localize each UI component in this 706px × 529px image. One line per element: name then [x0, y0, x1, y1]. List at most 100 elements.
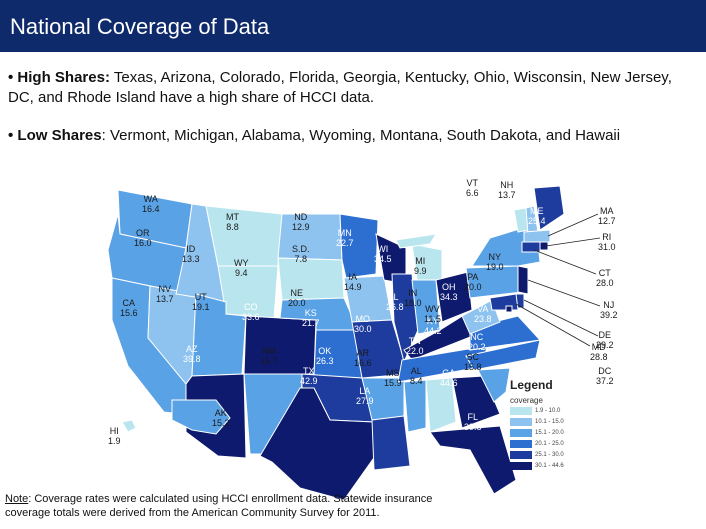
state-value: 16.6 [354, 358, 372, 368]
state-value: 15.9 [384, 378, 402, 388]
state-label-ct: CT 28.0 [596, 268, 614, 288]
state-label-tn: TN 22.0 [406, 336, 424, 356]
state-abbr: MS [386, 368, 400, 378]
state-shape-mt [205, 205, 283, 267]
legend-range-label: 30.1 - 44.6 [535, 463, 564, 469]
state-label-fl: FL 39.8 [464, 412, 482, 432]
legend-swatch [510, 407, 532, 415]
leader-line [533, 249, 597, 275]
legend-row: 30.1 - 44.6 [510, 461, 598, 471]
state-label-ky: KY 44.2 [424, 316, 442, 336]
state-value: 7.8 [294, 254, 308, 264]
title-bar: National Coverage of Data [0, 0, 706, 52]
us-coverage-map: WA 16.4 OR 16.0 CA 15.6 NV 13.7 ID 13.3 MT 8.8 WY 9.4… [0, 170, 706, 501]
state-label-mt: MT 8.8 [226, 212, 239, 232]
state-label-la: LA 27.9 [356, 386, 374, 406]
state-label-hi: HI 1.9 [108, 426, 121, 446]
state-value: 20.2 [468, 342, 486, 352]
state-value: 13.7 [156, 294, 174, 304]
state-abbr: VA [477, 304, 489, 314]
leader-line [523, 299, 599, 337]
state-value: 12.9 [292, 222, 310, 232]
state-label-or: OR 16.0 [134, 228, 152, 248]
state-value: 29.2 [596, 340, 614, 350]
state-value: 1.9 [108, 436, 121, 446]
state-abbr: TX [303, 366, 315, 376]
state-shape-tx [259, 387, 379, 501]
state-label-al: AL 8.4 [410, 366, 423, 386]
state-abbr: CO [244, 302, 258, 312]
state-abbr: SC [466, 352, 480, 362]
state-abbr: RI [602, 232, 612, 242]
state-shape-dc [505, 305, 513, 313]
state-abbr: VT [466, 178, 479, 188]
legend-row: 10.1 - 15.0 [510, 417, 598, 427]
legend-row: 20.1 - 25.0 [510, 439, 598, 449]
state-label-nd: ND 12.9 [292, 212, 310, 232]
state-abbr: WY [234, 258, 249, 268]
state-label-ca: CA 15.6 [120, 298, 138, 318]
state-value: 20.0 [464, 282, 482, 292]
state-abbr: AK [214, 408, 227, 418]
state-value: 26.3 [316, 356, 334, 366]
state-label-il: IL 26.8 [386, 292, 404, 312]
state-abbr: UT [194, 292, 207, 302]
state-value: 22.0 [406, 346, 424, 356]
state-label-de: DE 29.2 [596, 330, 614, 350]
page-title: National Coverage of Data [10, 14, 270, 39]
state-shape-mn [339, 213, 379, 279]
state-label-md: MD 28.8 [590, 342, 608, 362]
legend-row: 15.1 - 20.0 [510, 428, 598, 438]
state-label-sd: S.D. 7.8 [292, 244, 310, 264]
state-label-pa: PA 20.0 [464, 272, 482, 292]
state-value: 16.0 [134, 238, 152, 248]
state-value: 6.6 [466, 188, 479, 198]
state-value: 34.3 [440, 292, 458, 302]
state-value: 13.3 [182, 254, 200, 264]
legend-range-label: 1.9 - 10.0 [535, 408, 561, 414]
state-abbr: KS [304, 308, 317, 318]
state-abbr: NE [290, 288, 304, 298]
state-label-ga: GA 44.6 [440, 368, 458, 388]
state-label-co: CO 33.6 [242, 302, 260, 322]
state-abbr: CT [598, 268, 611, 278]
state-shape-hi [121, 419, 137, 433]
state-abbr: AL [410, 366, 422, 376]
state-label-ms: MS 15.9 [384, 368, 402, 388]
state-abbr: MT [226, 212, 239, 222]
state-abbr: GA [442, 368, 456, 378]
state-value: 39.8 [183, 354, 201, 364]
state-label-tx: TX 42.9 [300, 366, 318, 386]
state-label-nm: NM 16.7 [260, 346, 278, 366]
state-value: 15.2 [212, 418, 230, 428]
state-label-wa: WA 16.4 [142, 194, 160, 214]
legend-subtitle: coverage [510, 396, 543, 405]
legend: Legend coverage 1.9 - 10.0 10.1 - 15.0 15.… [510, 378, 598, 471]
state-label-va: VA 23.8 [474, 304, 492, 324]
footnote-text: : Coverage rates were calculated using H… [5, 493, 433, 519]
state-shape-nd [277, 213, 343, 261]
state-label-nc: NC 20.2 [468, 332, 486, 352]
state-label-wy: WY 9.4 [234, 258, 249, 278]
legend-rows: 1.9 - 10.0 10.1 - 15.0 15.1 - 20.0 20.1 - 2… [510, 406, 598, 471]
legend-row: 25.1 - 30.0 [510, 450, 598, 460]
state-abbr: WV [425, 304, 440, 314]
high-shares-bullet: • High Shares: Texas, Arizona, Colorado,… [8, 68, 688, 108]
state-value: 9.9 [414, 266, 427, 276]
state-label-oh: OH 34.3 [440, 282, 458, 302]
leader-line [527, 279, 601, 307]
state-abbr: OK [318, 346, 332, 356]
low-shares-text: : Vermont, Michigan, Alabama, Wyoming, M… [101, 127, 621, 144]
state-shape-ct [521, 241, 541, 253]
state-abbr: OH [442, 282, 456, 292]
state-label-ma: MA 12.7 [598, 206, 616, 226]
state-abbr: WI [377, 244, 389, 254]
state-label-dc: DC 37.2 [596, 366, 614, 386]
state-value: 33.6 [242, 312, 260, 322]
state-abbr: FL [467, 412, 479, 422]
state-abbr: ME [530, 206, 544, 216]
state-label-id: ID 13.3 [182, 244, 200, 264]
state-shape-al [425, 377, 457, 433]
low-shares-bullet: • Low Shares: Vermont, Michigan, Alabama… [8, 126, 698, 146]
state-shape-ms [403, 379, 427, 433]
